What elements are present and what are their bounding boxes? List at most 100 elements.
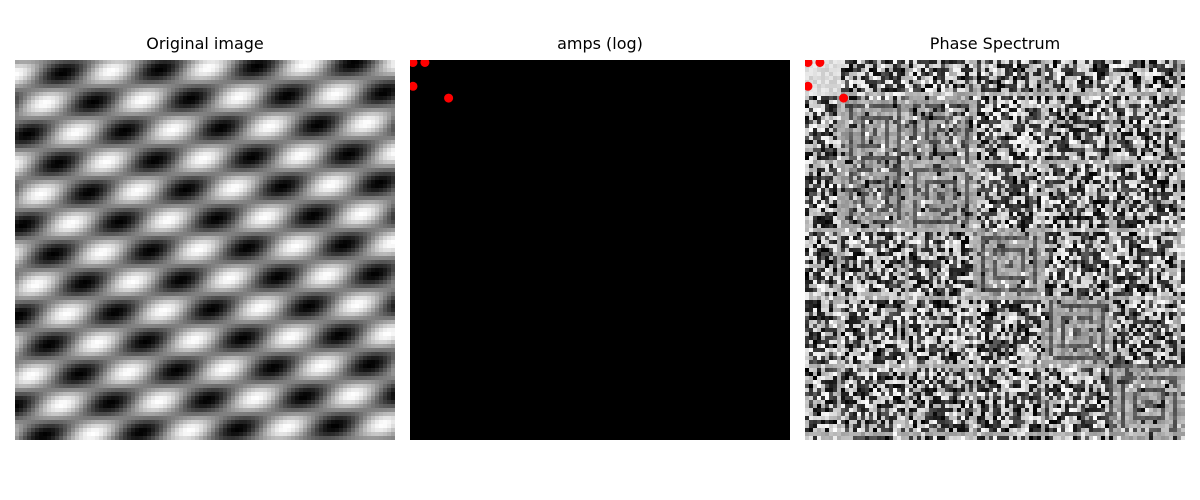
- image-pixel: [71, 196, 76, 201]
- image-pixel: [43, 100, 48, 105]
- image-pixel: [47, 168, 52, 173]
- image-pixel: [299, 136, 304, 141]
- image-pixel: [95, 100, 100, 105]
- image-pixel: [295, 244, 300, 249]
- image-pixel: [207, 124, 212, 129]
- image-pixel: [107, 164, 112, 169]
- image-pixel: [155, 68, 160, 73]
- image-pixel: [131, 160, 136, 165]
- image-pixel: [123, 252, 128, 257]
- image-pixel: [155, 140, 160, 145]
- image-pixel: [355, 124, 360, 129]
- image-pixel: [311, 216, 316, 221]
- image-pixel: [255, 248, 260, 253]
- image-pixel: [315, 140, 320, 145]
- image-pixel: [63, 232, 68, 237]
- image-pixel: [23, 224, 28, 229]
- image-pixel: [167, 116, 172, 121]
- image-pixel: [275, 240, 280, 245]
- image-pixel: [31, 156, 36, 161]
- image-pixel: [159, 208, 164, 213]
- image-pixel: [359, 132, 364, 137]
- image-pixel: [367, 72, 372, 77]
- image-pixel: [15, 108, 20, 113]
- image-pixel: [295, 124, 300, 129]
- image-pixel: [263, 144, 268, 149]
- image-pixel: [291, 220, 296, 225]
- image-pixel: [99, 256, 104, 261]
- image-pixel: [183, 88, 188, 93]
- image-pixel: [55, 80, 60, 85]
- image-pixel: [243, 132, 248, 137]
- image-pixel: [247, 240, 252, 245]
- image-pixel: [107, 252, 112, 257]
- image-pixel: [335, 136, 340, 141]
- image-pixel: [35, 264, 40, 269]
- image-pixel: [187, 204, 192, 209]
- image-pixel: [67, 64, 72, 69]
- image-pixel: [211, 112, 216, 117]
- image-pixel: [35, 156, 40, 161]
- image-pixel: [299, 164, 304, 169]
- image-pixel: [151, 164, 156, 169]
- image-pixel: [91, 252, 96, 257]
- image-pixel: [23, 248, 28, 253]
- image-pixel: [375, 264, 380, 269]
- image-pixel: [103, 84, 108, 89]
- image-pixel: [235, 104, 240, 109]
- image-pixel: [311, 212, 316, 217]
- image-pixel: [199, 116, 204, 121]
- image-pixel: [87, 244, 92, 249]
- image-pixel: [179, 100, 184, 105]
- image-pixel: [219, 112, 224, 117]
- image-pixel: [387, 76, 392, 81]
- image-pixel: [59, 216, 64, 221]
- image-pixel: [259, 208, 264, 213]
- image-pixel: [155, 196, 160, 201]
- image-pixel: [15, 180, 20, 185]
- image-pixel: [247, 132, 252, 137]
- image-pixel: [375, 208, 380, 213]
- image-pixel: [335, 156, 340, 161]
- image-pixel: [335, 168, 340, 173]
- image-pixel: [239, 224, 244, 229]
- image-pixel: [111, 224, 116, 229]
- image-pixel: [167, 124, 172, 129]
- image-pixel: [163, 268, 168, 273]
- image-pixel: [347, 256, 352, 261]
- image-pixel: [219, 184, 224, 189]
- image-pixel: [303, 180, 308, 185]
- image-pixel: [339, 192, 344, 197]
- image-pixel: [383, 108, 388, 113]
- image-pixel: [387, 172, 392, 177]
- image-pixel: [259, 104, 264, 109]
- image-pixel: [119, 260, 124, 265]
- image-pixel: [195, 128, 200, 133]
- image-pixel: [335, 124, 340, 129]
- image-pixel: [335, 200, 340, 205]
- image-pixel: [327, 156, 332, 161]
- image-pixel: [135, 208, 140, 213]
- image-pixel: [263, 196, 268, 201]
- image-pixel: [251, 232, 256, 237]
- image-pixel: [275, 72, 280, 77]
- image-pixel: [147, 112, 152, 117]
- image-pixel: [151, 260, 156, 265]
- image-pixel: [371, 200, 376, 205]
- image-pixel: [135, 100, 140, 105]
- image-pixel: [43, 208, 48, 213]
- image-pixel: [255, 164, 260, 169]
- image-pixel: [391, 120, 395, 125]
- image-pixel: [47, 144, 52, 149]
- image-pixel: [283, 232, 288, 237]
- image-pixel: [215, 200, 220, 205]
- image-pixel: [391, 124, 395, 129]
- image-pixel: [355, 236, 360, 241]
- image-pixel: [387, 144, 392, 149]
- image-pixel: [191, 60, 196, 65]
- image-pixel: [319, 252, 324, 257]
- image-pixel: [359, 76, 364, 81]
- image-pixel: [311, 180, 316, 185]
- image-pixel: [99, 136, 104, 141]
- image-pixel: [159, 108, 164, 113]
